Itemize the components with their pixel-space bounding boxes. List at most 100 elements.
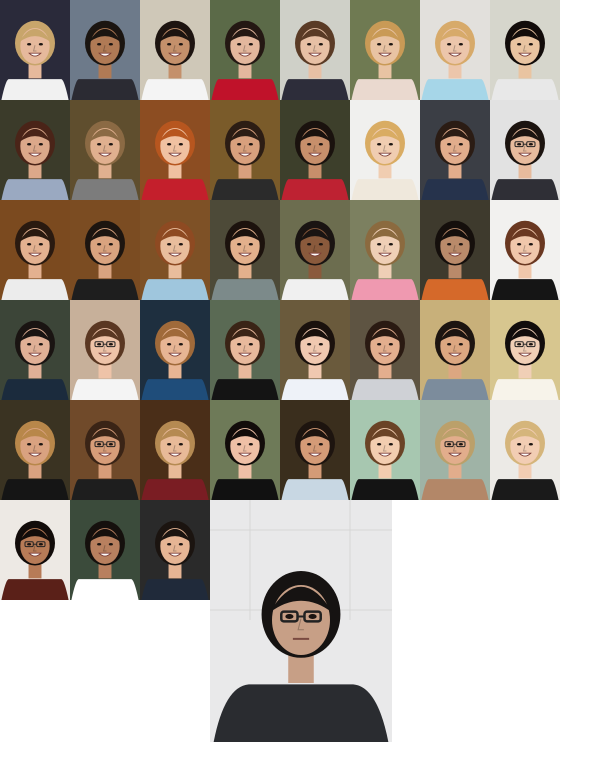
left-eye	[167, 342, 172, 346]
face-photo-tile	[420, 100, 490, 200]
smile	[168, 452, 182, 457]
shirt	[1, 379, 69, 400]
face-photo-tile	[140, 300, 210, 400]
shirt	[1, 179, 69, 200]
face-photo-tile	[0, 0, 70, 100]
shirt	[281, 179, 349, 200]
shirt	[281, 279, 349, 300]
nose	[312, 245, 317, 252]
right-eye	[308, 614, 317, 619]
left-eye	[517, 442, 522, 446]
right-eye	[528, 342, 533, 346]
face-photo-tile	[490, 200, 560, 300]
right-eye	[458, 442, 463, 446]
shirt	[421, 379, 489, 400]
right-eye	[108, 142, 113, 146]
nose	[242, 45, 247, 52]
left-eye	[447, 442, 452, 446]
face-photo-tile	[0, 500, 70, 600]
face-photo-tile	[140, 100, 210, 200]
hair-fringe	[158, 228, 192, 243]
hair-fringe	[158, 428, 192, 443]
face-photo-tile	[140, 200, 210, 300]
right-eye	[388, 142, 393, 146]
face-photo-tile	[490, 300, 560, 400]
nose	[32, 545, 37, 552]
smile	[168, 252, 182, 257]
face-photo-tile	[0, 400, 70, 500]
smile	[238, 352, 252, 357]
smile	[518, 52, 532, 57]
left-eye	[167, 242, 172, 246]
right-eye	[108, 242, 113, 246]
left-eye	[27, 342, 32, 346]
face-photo-tile	[490, 0, 560, 100]
hair-fringe	[158, 528, 192, 543]
left-eye	[377, 342, 382, 346]
nose	[452, 445, 457, 452]
right-eye	[38, 242, 43, 246]
smile	[518, 452, 532, 457]
shirt	[71, 479, 139, 500]
right-eye	[178, 242, 183, 246]
nose	[452, 345, 457, 352]
face-photo-tile	[140, 400, 210, 500]
left-eye	[237, 142, 242, 146]
hair-fringe	[508, 428, 542, 443]
smile	[98, 552, 112, 557]
nose	[102, 545, 107, 552]
shirt	[491, 79, 559, 100]
left-eye	[447, 142, 452, 146]
left-eye	[237, 342, 242, 346]
shirt	[421, 179, 489, 200]
left-eye	[517, 142, 522, 146]
smile	[168, 352, 182, 357]
shirt	[491, 179, 559, 200]
left-eye	[97, 42, 102, 46]
right-eye	[178, 42, 183, 46]
hair-fringe	[298, 428, 332, 443]
face-photo-tile	[0, 200, 70, 300]
face-photo-tile	[420, 300, 490, 400]
nose	[452, 45, 457, 52]
hair-fringe	[368, 328, 402, 343]
shirt	[281, 79, 349, 100]
face-photo-tile	[420, 400, 490, 500]
nose	[102, 245, 107, 252]
shirt	[1, 479, 69, 500]
left-eye	[307, 142, 312, 146]
nose	[32, 145, 37, 152]
shirt	[211, 79, 279, 100]
hair-fringe	[158, 28, 192, 43]
hair-fringe	[228, 28, 262, 43]
face-photo-tile	[280, 400, 350, 500]
nose	[172, 345, 177, 352]
left-eye	[167, 42, 172, 46]
smile	[518, 152, 532, 157]
hair-fringe	[438, 328, 472, 343]
nose	[102, 45, 107, 52]
nose	[172, 45, 177, 52]
smile	[98, 152, 112, 157]
right-eye	[528, 42, 533, 46]
left-eye	[307, 342, 312, 346]
shirt	[281, 479, 349, 500]
left-eye	[307, 242, 312, 246]
smile	[28, 152, 42, 157]
nose	[312, 145, 317, 152]
hair-fringe	[88, 228, 122, 243]
hair-fringe	[508, 328, 542, 343]
face-photo-tile	[280, 100, 350, 200]
face-photo-tile	[350, 200, 420, 300]
hair-fringe	[508, 28, 542, 43]
smile	[378, 52, 392, 57]
left-eye	[27, 542, 32, 546]
face-photo-tile	[280, 0, 350, 100]
glasses-right-lens	[456, 441, 466, 448]
right-eye	[388, 442, 393, 446]
left-eye	[97, 142, 102, 146]
smile	[308, 252, 322, 257]
hair-fringe	[228, 228, 262, 243]
right-eye	[458, 42, 463, 46]
nose	[242, 445, 247, 452]
